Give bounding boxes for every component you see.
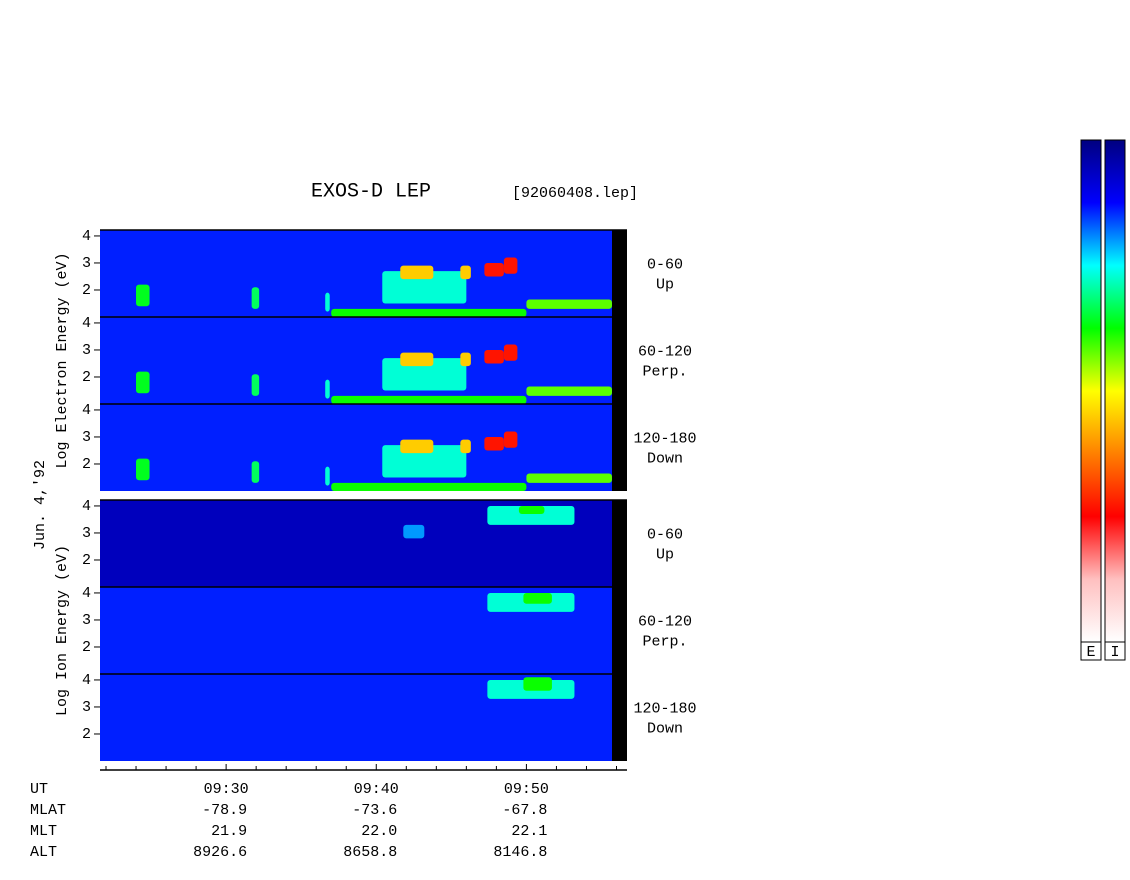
file-name: [92060408.lep] <box>512 185 638 202</box>
direction-label: Up <box>656 276 674 293</box>
intensity-blob <box>251 374 260 396</box>
blobs <box>136 344 612 404</box>
direction-label: Up <box>656 546 674 563</box>
y-tick-label: 2 <box>82 552 91 569</box>
intensity-blob <box>331 395 527 404</box>
colorbar-label: E <box>1086 644 1095 661</box>
angle-label: 120-180 <box>633 430 696 447</box>
orbit-value: -78.9 <box>202 802 247 819</box>
intensity-blob <box>484 262 504 277</box>
y-tick-label: 3 <box>82 342 91 359</box>
intensity-blob <box>136 371 150 394</box>
angle-label: 120-180 <box>633 700 696 717</box>
angle-label: 60-120 <box>638 343 692 360</box>
y-tick-label: 2 <box>82 639 91 656</box>
intensity-blob <box>484 349 504 364</box>
y-axis-label: Log Electron Energy (eV) <box>54 252 71 468</box>
y-tick-label: 2 <box>82 456 91 473</box>
y-tick-label: 4 <box>82 402 91 419</box>
orbit-label: ALT <box>30 844 57 861</box>
intensity-blob <box>523 592 552 604</box>
intensity-blob <box>251 461 260 483</box>
intensity-blob <box>460 352 471 367</box>
intensity-blob <box>382 271 467 304</box>
y-tick-label: 4 <box>82 672 91 689</box>
direction-label: Down <box>647 450 683 467</box>
y-tick-label: 2 <box>82 726 91 743</box>
blobs <box>136 257 612 317</box>
y-tick-label: 3 <box>82 525 91 542</box>
intensity-blob <box>400 439 434 454</box>
intensity-blob <box>325 292 330 312</box>
intensity-blob <box>331 308 527 317</box>
intensity-blob <box>251 287 260 309</box>
intensity-blob <box>136 458 150 481</box>
intensity-blob <box>526 473 612 483</box>
blobs <box>403 505 575 539</box>
intensity-blob <box>503 344 518 361</box>
intensity-blob <box>526 299 612 309</box>
orbit-value: 8658.8 <box>343 844 397 861</box>
intensity-blob <box>325 379 330 399</box>
angle-label: 0-60 <box>647 256 683 273</box>
orbit-label: UT <box>30 781 48 798</box>
intensity-blob <box>403 524 425 539</box>
y-tick-label: 2 <box>82 369 91 386</box>
angle-label: 0-60 <box>647 526 683 543</box>
y-tick-label: 4 <box>82 498 91 515</box>
y-tick-label: 3 <box>82 255 91 272</box>
intensity-blob <box>460 265 471 280</box>
intensity-blob <box>400 352 434 367</box>
y-tick-label: 4 <box>82 585 91 602</box>
intensity-blob <box>526 386 612 396</box>
intensity-blob <box>460 439 471 454</box>
intensity-blob <box>400 265 434 280</box>
intensity-blob <box>136 284 150 307</box>
orbit-label: MLAT <box>30 802 66 819</box>
orbit-value: 8926.6 <box>193 844 247 861</box>
colorbar <box>1080 139 1102 643</box>
y-tick-label: 3 <box>82 429 91 446</box>
orbit-value: -73.6 <box>352 802 397 819</box>
intensity-blob <box>325 466 330 486</box>
intensity-blob <box>503 431 518 448</box>
blobs <box>136 431 612 491</box>
intensity-blob <box>484 436 504 451</box>
intensity-blob <box>382 445 467 478</box>
intensity-blob <box>523 677 552 691</box>
blobs <box>487 592 575 612</box>
intensity-blob <box>518 505 545 515</box>
y-tick-label: 3 <box>82 612 91 629</box>
direction-label: Perp. <box>642 363 687 380</box>
orbit-value: 22.0 <box>361 823 397 840</box>
orbit-value: -67.8 <box>502 802 547 819</box>
x-tick-label: 09:30 <box>204 781 249 798</box>
orbit-label: MLT <box>30 823 57 840</box>
colorbar-label: I <box>1110 644 1119 661</box>
y-tick-label: 4 <box>82 315 91 332</box>
colorbar <box>1104 139 1126 643</box>
intensity-blob <box>503 257 518 274</box>
y-tick-label: 3 <box>82 699 91 716</box>
y-axis-label: Log Ion Energy (eV) <box>54 545 71 716</box>
blobs <box>487 677 575 699</box>
x-tick-label: 09:50 <box>504 781 549 798</box>
intensity-blob <box>487 505 575 525</box>
intensity-blob <box>331 482 527 491</box>
y-tick-label: 2 <box>82 282 91 299</box>
date-label: Jun. 4,'92 <box>32 460 49 550</box>
direction-label: Perp. <box>642 633 687 650</box>
orbit-value: 21.9 <box>211 823 247 840</box>
intensity-blob <box>382 358 467 391</box>
direction-label: Down <box>647 720 683 737</box>
angle-label: 60-120 <box>638 613 692 630</box>
orbit-value: 8146.8 <box>493 844 547 861</box>
y-tick-label: 4 <box>82 228 91 245</box>
colorbar-label-box <box>1080 641 1102 661</box>
orbit-value: 22.1 <box>511 823 547 840</box>
x-tick-label: 09:40 <box>354 781 399 798</box>
colorbar-label-box <box>1104 641 1126 661</box>
chart-title: EXOS-D LEP <box>311 180 431 203</box>
